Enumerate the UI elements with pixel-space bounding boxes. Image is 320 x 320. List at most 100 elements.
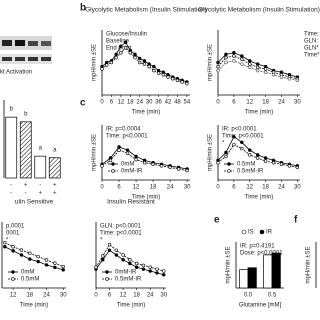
point	[161, 72, 165, 77]
legend-marker	[111, 169, 115, 173]
point	[224, 52, 228, 57]
point	[248, 59, 252, 63]
point	[147, 64, 151, 69]
point	[148, 265, 152, 269]
point	[263, 67, 268, 71]
x-axis-label: Glutamine [mM]	[239, 303, 282, 309]
annotation: *	[100, 238, 103, 244]
legend-label: 0mM-IR	[121, 169, 143, 175]
point	[117, 145, 121, 149]
point	[279, 162, 284, 166]
x-tick-label: 18	[262, 100, 269, 106]
x-tick-label: 30	[60, 293, 67, 299]
point	[216, 64, 220, 69]
x-tick-label: 24	[167, 185, 174, 191]
point	[162, 273, 166, 277]
point	[61, 268, 65, 272]
point	[180, 80, 184, 84]
point	[240, 62, 244, 66]
x-tick-label: 6	[108, 293, 112, 299]
panel-label: c	[80, 98, 86, 109]
x-tick-label: 24	[278, 100, 285, 106]
x-axis-label: Time (min)	[132, 110, 160, 116]
legend-marker	[259, 229, 265, 235]
x-tick-label: 18	[150, 185, 157, 191]
point	[166, 75, 170, 79]
x-axis-label: Time (min)	[117, 303, 145, 309]
point	[100, 164, 104, 168]
annotation: Time*	[304, 53, 320, 59]
legend-label: 0.5mM-IR	[237, 169, 264, 175]
legend-label: 0mM-IR	[115, 270, 137, 276]
sign: +	[24, 183, 28, 189]
point	[142, 161, 147, 165]
point	[108, 158, 113, 163]
point	[224, 154, 228, 159]
x-tick-label: 12	[133, 185, 140, 191]
annotation: GLN:	[304, 39, 318, 45]
annotation: Time:	[304, 32, 319, 38]
x-tick-label: 42	[165, 100, 172, 106]
point	[128, 261, 132, 266]
panel-label: f	[294, 215, 298, 226]
point	[240, 57, 244, 61]
point	[224, 150, 228, 155]
annotation: IR: p<0.0001	[222, 127, 257, 133]
x-tick-label: 30	[160, 293, 167, 299]
point	[224, 55, 228, 60]
point	[152, 64, 156, 69]
x-tick-label: 18	[262, 185, 269, 191]
annotation: 0001	[6, 231, 20, 237]
point	[248, 62, 252, 66]
x-tick-label: 12	[246, 185, 253, 191]
point	[3, 240, 7, 245]
y-axis-label: mpH/min ±SE	[208, 134, 214, 171]
x-tick-label: 12	[10, 293, 17, 299]
sign: -	[25, 191, 27, 197]
point	[123, 46, 128, 50]
series-line	[95, 244, 164, 272]
point	[148, 269, 152, 273]
y-axis-label: mpH/min ±SE	[306, 247, 312, 284]
point	[134, 261, 139, 266]
point	[232, 142, 236, 147]
point	[224, 60, 228, 65]
point	[232, 135, 236, 139]
sign: +	[53, 191, 57, 197]
legend-label: IS	[248, 230, 254, 236]
legend-label: 0mM	[121, 162, 134, 168]
point	[121, 258, 125, 262]
y-axis-label: mpH/min ±SE	[226, 247, 232, 284]
x-tick-label: 12	[118, 100, 125, 106]
point	[44, 258, 49, 262]
x-tick-label: 6	[232, 185, 236, 191]
annotation: p.0001	[6, 224, 25, 230]
bar	[34, 155, 47, 179]
annotation: Time: p<0.0001	[100, 231, 142, 237]
point	[255, 153, 260, 157]
x-tick-label: 30	[294, 100, 301, 106]
x-tick-label: 18	[133, 293, 140, 299]
point	[11, 249, 15, 253]
sign: -	[10, 191, 12, 197]
point	[232, 59, 236, 63]
point	[105, 63, 109, 67]
legend-label: 0.5mM	[21, 277, 39, 283]
point	[101, 254, 105, 258]
x-tick-label: 18	[26, 293, 33, 299]
point	[263, 159, 268, 163]
point	[159, 164, 164, 168]
legend-marker	[227, 162, 231, 166]
chart-title: ulin Sensitive	[15, 199, 54, 206]
point	[240, 54, 244, 58]
x-tick-label: 6	[232, 100, 236, 106]
point	[176, 167, 181, 171]
point	[3, 245, 7, 249]
y-axis-label: mpH/min ±SE	[92, 134, 98, 171]
point	[28, 257, 32, 261]
point	[133, 55, 137, 60]
point	[248, 153, 252, 157]
x-tick-label: 0.0	[244, 293, 253, 299]
point	[134, 265, 139, 269]
legend-label: IR	[266, 230, 273, 236]
